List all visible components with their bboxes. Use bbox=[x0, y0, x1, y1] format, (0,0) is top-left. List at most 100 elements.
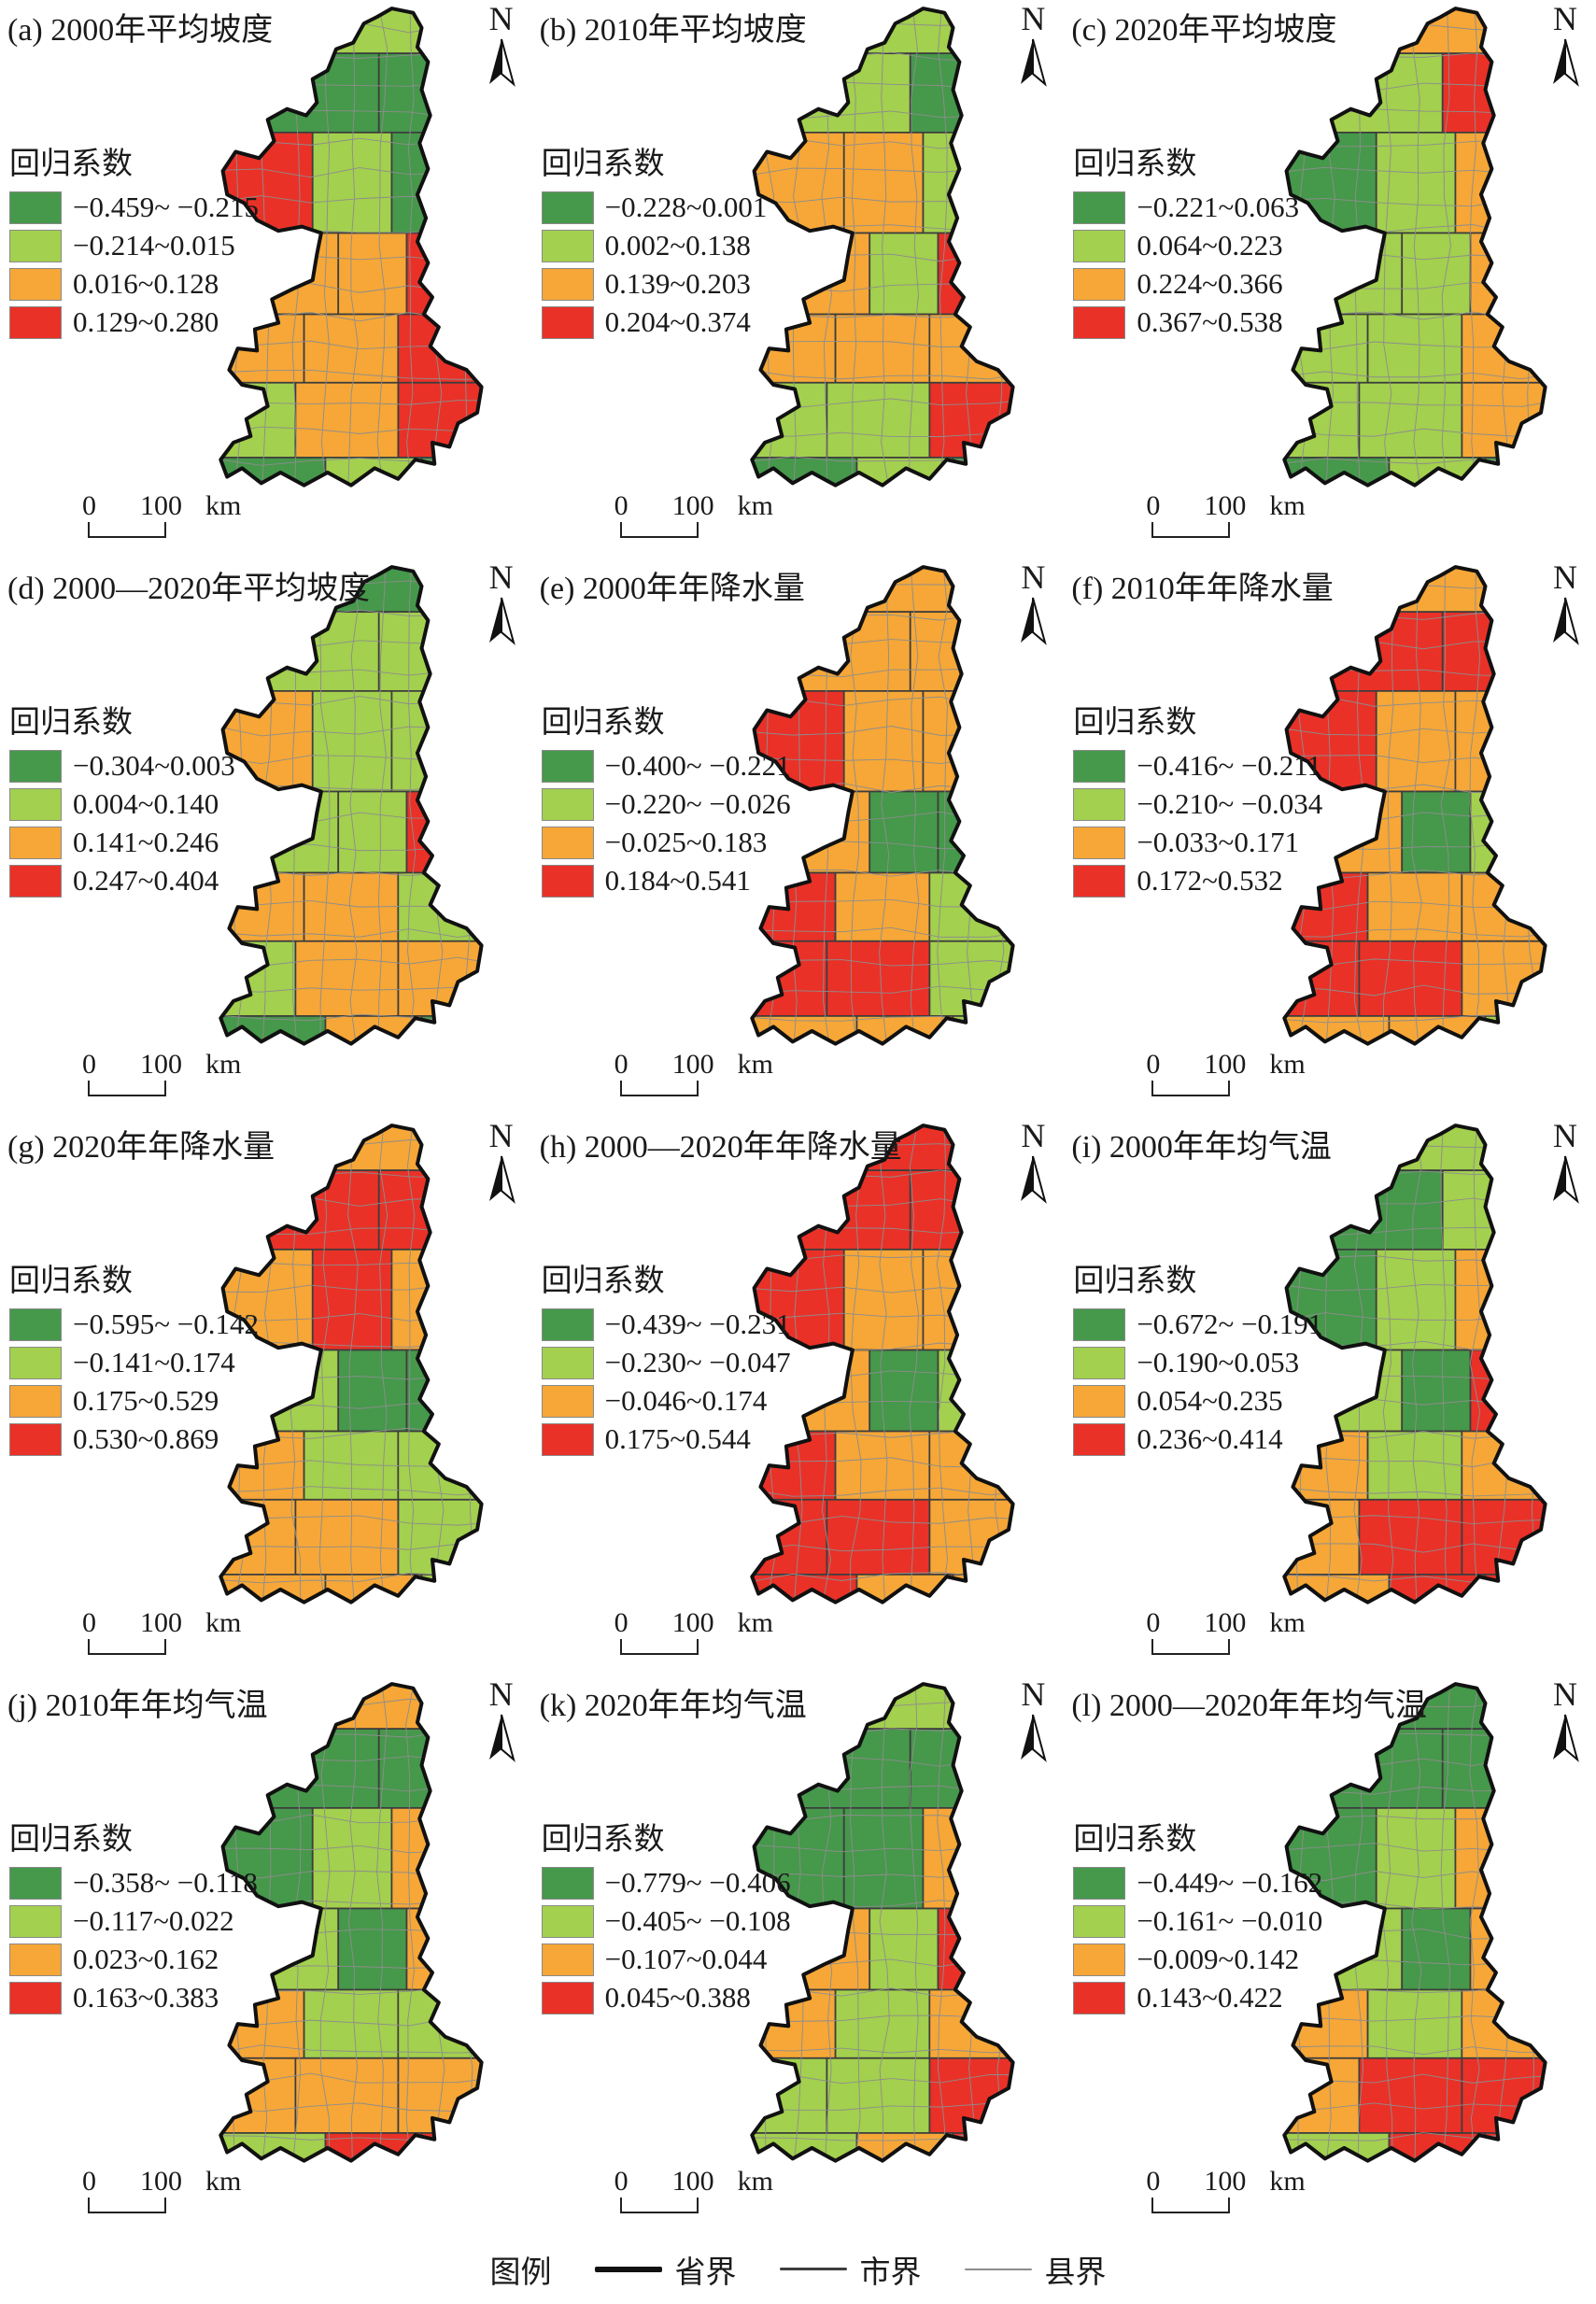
legend-swatch bbox=[1073, 864, 1126, 898]
legend-range-label: 0.236~0.414 bbox=[1137, 1422, 1283, 1455]
legend-row: −0.449~ −0.162 bbox=[1073, 1866, 1322, 1900]
map-region bbox=[752, 1728, 911, 1809]
legend-swatch bbox=[1073, 1904, 1126, 1938]
map-panel: (g) 2020年年降水量 N 回归系数 −0.595~ −0.142 −0.14… bbox=[0, 1117, 532, 1675]
scale-bar: 0 100 km bbox=[82, 2166, 245, 2213]
legend-swatch bbox=[541, 1943, 594, 1976]
legend-range-label: −0.161~ −0.010 bbox=[1137, 1904, 1323, 1937]
province-outline bbox=[750, 1682, 1015, 2163]
compass-needle-icon bbox=[1021, 1714, 1048, 1762]
scale-hundred-label: 100 bbox=[140, 1049, 182, 1080]
map-region bbox=[1375, 132, 1457, 234]
legend-title: 回归系数 bbox=[541, 706, 665, 740]
legend-range-label: −0.405~ −0.108 bbox=[604, 1904, 791, 1937]
choropleth-map bbox=[750, 1124, 1015, 1604]
legend-row: 0.204~0.374 bbox=[541, 305, 768, 339]
scale-hundred-label: 100 bbox=[671, 2166, 714, 2197]
legend: 回归系数 −0.595~ −0.142 −0.141~0.174 0.175~0.5… bbox=[9, 1255, 259, 1461]
legend-range-label: −0.779~ −0.406 bbox=[604, 1866, 791, 1899]
map-region bbox=[826, 381, 931, 459]
map-region bbox=[219, 1169, 380, 1251]
compass-needle-icon bbox=[1021, 1155, 1048, 1204]
map-legend-footer: 图例 省界 市界 县界 bbox=[0, 2234, 1596, 2304]
legend-row: −0.595~ −0.142 bbox=[9, 1307, 259, 1341]
legend-range-label: −0.107~0.044 bbox=[604, 1943, 768, 1975]
map-region bbox=[843, 132, 925, 234]
north-arrow: N bbox=[1011, 1677, 1054, 1763]
legend-title: 回归系数 bbox=[541, 148, 665, 181]
legend-swatch bbox=[9, 267, 62, 301]
legend-swatch bbox=[1073, 1943, 1126, 1976]
compass-needle-icon bbox=[1552, 1714, 1579, 1762]
map-region bbox=[390, 690, 482, 793]
legend-swatch bbox=[541, 229, 594, 262]
province-boundary-line-icon bbox=[594, 2266, 662, 2272]
legend-row: 0.004~0.140 bbox=[9, 787, 235, 821]
legend-range-label: −0.009~0.142 bbox=[1137, 1943, 1300, 1975]
choropleth-map bbox=[218, 1682, 484, 2163]
scale-bar: 0 100 km bbox=[614, 1049, 777, 1096]
scale-hundred-label: 100 bbox=[140, 1607, 182, 1638]
legend-row: −0.400~ −0.221 bbox=[541, 749, 791, 783]
north-arrow: N bbox=[480, 1119, 523, 1205]
map-panel: (j) 2010年年均气温 N 回归系数 −0.358~ −0.118 −0.11… bbox=[0, 1675, 532, 2234]
map-panel: (d) 2000—2020年平均坡度 N 回归系数 −0.304~0.003 0.… bbox=[0, 558, 532, 1117]
legend-swatch bbox=[9, 1422, 62, 1456]
map-region bbox=[1484, 2132, 1546, 2161]
panel-title: (b) 2010年平均坡度 bbox=[539, 13, 807, 48]
panel-title: (c) 2020年平均坡度 bbox=[1071, 13, 1337, 48]
scale-bracket bbox=[619, 1081, 699, 1096]
map-region bbox=[1454, 1807, 1546, 1910]
scale-hundred-label: 100 bbox=[1204, 1049, 1247, 1080]
legend-range-label: −0.416~ −0.211 bbox=[1137, 749, 1322, 782]
north-arrow-label: N bbox=[1552, 0, 1577, 37]
legend-row: 0.530~0.869 bbox=[9, 1422, 259, 1456]
legend-range-label: 0.224~0.366 bbox=[1137, 267, 1283, 300]
map-panel: (e) 2000年年降水量 N 回归系数 −0.400~ −0.221 −0.22… bbox=[532, 558, 1065, 1117]
legend: 回归系数 −0.672~ −0.191 −0.190~0.053 0.054~0.2… bbox=[1073, 1255, 1322, 1461]
choropleth-map bbox=[750, 565, 1015, 1046]
scale-bracket bbox=[88, 522, 166, 538]
map-region bbox=[952, 1015, 1013, 1044]
province-outline bbox=[750, 7, 1015, 488]
scale-bracket bbox=[88, 2198, 166, 2213]
map-region bbox=[1358, 1498, 1463, 1576]
legend-range-label: −0.672~ −0.191 bbox=[1137, 1307, 1323, 1340]
north-arrow: N bbox=[1011, 2, 1054, 88]
legend-row: 0.175~0.529 bbox=[9, 1384, 259, 1418]
north-arrow: N bbox=[480, 2, 523, 88]
legend-swatch bbox=[541, 1981, 594, 2014]
scale-unit-label: km bbox=[205, 1049, 242, 1080]
legend-swatch bbox=[541, 1346, 594, 1379]
legend-range-label: −0.220~ −0.026 bbox=[604, 787, 791, 820]
compass-needle-icon bbox=[1552, 1155, 1579, 1204]
legend-row: −0.304~0.003 bbox=[9, 749, 235, 783]
map-panel: (f) 2010年年降水量 N 回归系数 −0.416~ −0.211 −0.21… bbox=[1064, 558, 1596, 1117]
map-panel: (b) 2010年平均坡度 N 回归系数 −0.228~0.001 0.002~0… bbox=[532, 0, 1065, 558]
legend-swatch bbox=[9, 305, 62, 339]
legend-swatch bbox=[9, 1346, 62, 1379]
legend-title: 回归系数 bbox=[1073, 1265, 1197, 1298]
map-region bbox=[752, 1169, 911, 1251]
legend-swatch bbox=[9, 749, 62, 783]
scale-hundred-label: 100 bbox=[671, 1049, 714, 1080]
legend-range-label: 0.016~0.128 bbox=[73, 267, 219, 300]
province-boundary-label: 省界 bbox=[674, 2255, 737, 2290]
north-arrow: N bbox=[1544, 1119, 1587, 1205]
legend-title: 回归系数 bbox=[9, 148, 133, 181]
legend-row: 0.367~0.538 bbox=[1073, 305, 1299, 339]
map-region bbox=[294, 940, 399, 1017]
scale-zero-label: 0 bbox=[1146, 2166, 1161, 2197]
map-region bbox=[420, 1015, 482, 1044]
map-panel: (i) 2000年年均气温 N 回归系数 −0.672~ −0.191 −0.19… bbox=[1064, 1117, 1596, 1675]
compass-needle-icon bbox=[488, 1714, 516, 1762]
map-region bbox=[928, 313, 1013, 384]
scale-unit-label: km bbox=[205, 2166, 242, 2197]
footer-legend-title: 图例 bbox=[489, 2255, 552, 2290]
map-region bbox=[952, 457, 1013, 486]
legend-row: 0.184~0.541 bbox=[541, 864, 791, 898]
scale-unit-label: km bbox=[737, 1607, 773, 1638]
legend: 回归系数 −0.358~ −0.118 −0.117~0.022 0.023~0.1… bbox=[9, 1814, 258, 2019]
scale-bracket bbox=[1151, 522, 1231, 538]
legend-row: 0.247~0.404 bbox=[9, 864, 235, 898]
